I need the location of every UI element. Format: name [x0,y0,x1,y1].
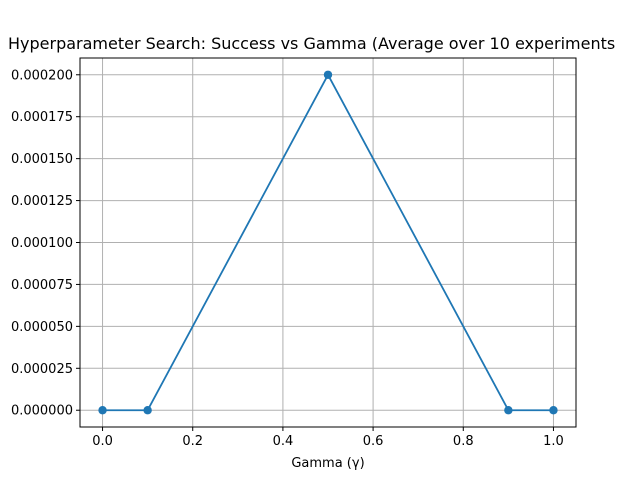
data-point [98,406,107,415]
chart-title: Hyperparameter Search: Success vs Gamma … [8,34,615,53]
data-point [323,70,333,79]
data-point [549,406,558,415]
y-tick-label: 0.000175 [11,110,73,125]
grid-layer [80,58,576,427]
y-tick-label: 0.000025 [11,362,73,377]
y-axis-ticks: 0.000000 0.000025 0.000050 0.000075 0.000100… [11,68,80,419]
x-axis-label: Gamma (γ) [291,456,364,471]
data-point [504,406,513,415]
x-tick-label: 0.0 [92,434,113,449]
y-tick-label: 0.000050 [11,320,73,335]
y-tick-label: 0.000150 [11,152,73,167]
data-point [143,406,152,415]
x-tick-label: 0.2 [182,434,203,449]
marker-layer [98,70,558,415]
x-tick-label: 0.8 [453,434,474,449]
y-tick-label: 0.000200 [11,68,73,83]
y-tick-label: 0.000125 [11,194,73,209]
y-tick-label: 0.000000 [11,404,73,419]
x-tick-label: 0.6 [363,434,384,449]
x-tick-label: 0.4 [273,434,294,449]
x-tick-label: 1.0 [543,434,564,449]
x-axis-ticks: 0.0 0.2 0.4 0.6 0.8 1.0 [92,427,564,449]
y-tick-label: 0.000075 [11,278,73,293]
y-tick-label: 0.000100 [11,236,73,251]
